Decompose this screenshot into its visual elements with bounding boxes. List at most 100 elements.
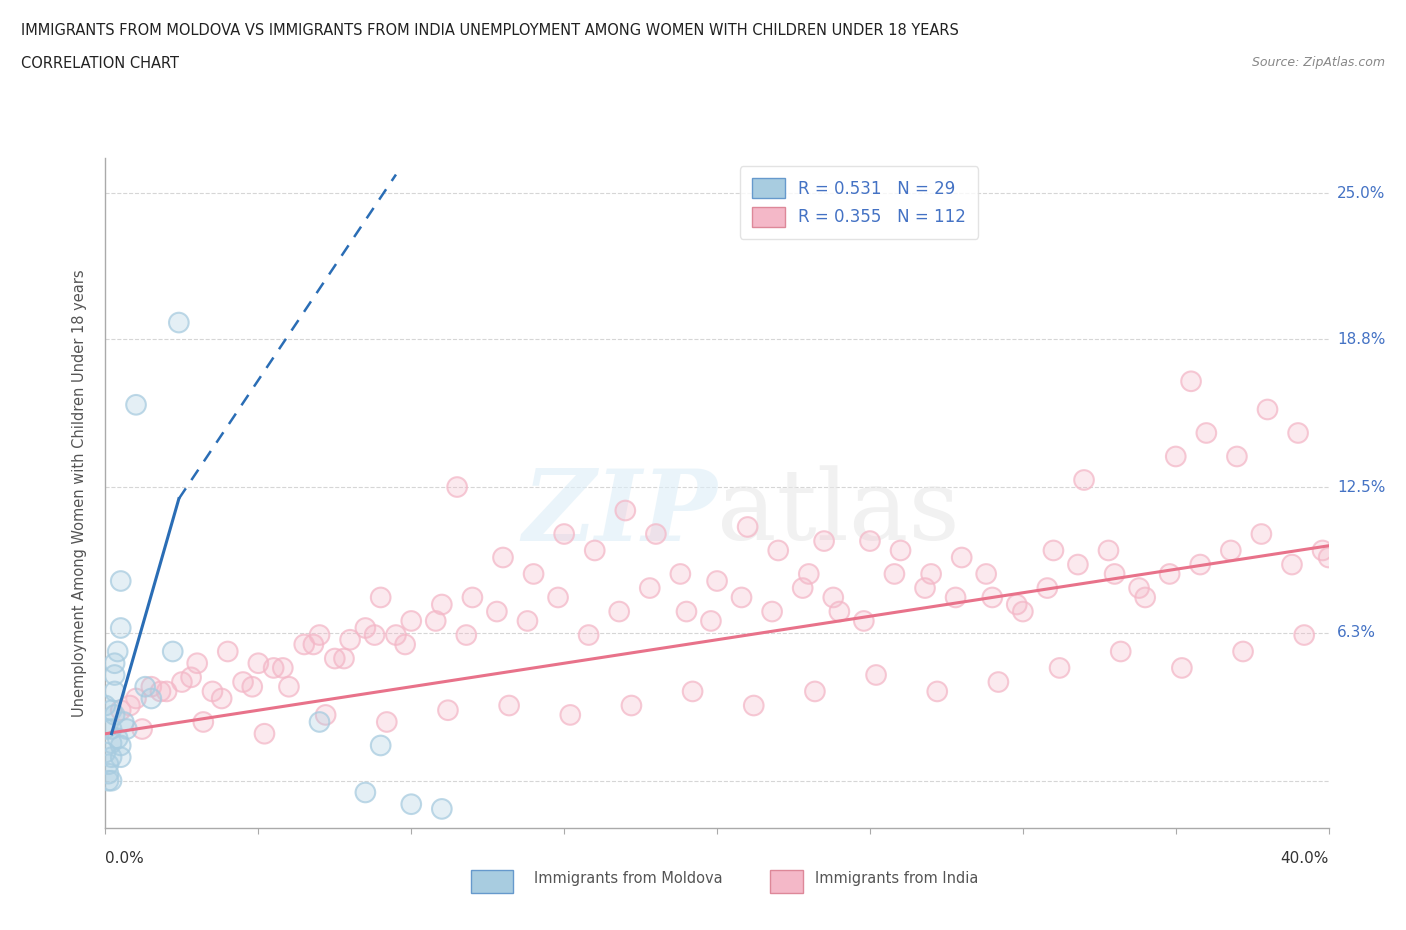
Point — [354, 620, 377, 635]
Point — [94, 745, 117, 760]
Point — [271, 660, 294, 675]
Point — [94, 698, 117, 713]
Point — [1226, 449, 1249, 464]
Point — [638, 580, 661, 595]
Point — [180, 670, 202, 684]
Point — [323, 651, 346, 666]
Point — [1109, 644, 1132, 659]
Point — [730, 590, 752, 604]
Point — [100, 736, 122, 751]
Text: Source: ZipAtlas.com: Source: ZipAtlas.com — [1251, 56, 1385, 69]
Point — [1256, 402, 1278, 417]
Point — [217, 644, 239, 659]
Point — [485, 604, 508, 619]
Point — [100, 750, 122, 764]
Point — [115, 722, 138, 737]
Point — [1042, 543, 1064, 558]
Point — [125, 691, 148, 706]
Point — [370, 738, 392, 753]
Point — [1133, 590, 1156, 604]
Point — [1036, 580, 1059, 595]
Text: IMMIGRANTS FROM MOLDOVA VS IMMIGRANTS FROM INDIA UNEMPLOYMENT AMONG WOMEN WITH C: IMMIGRANTS FROM MOLDOVA VS IMMIGRANTS FR… — [21, 23, 959, 38]
Point — [1195, 426, 1218, 441]
Point — [883, 566, 905, 581]
Point — [1073, 472, 1095, 487]
Point — [1189, 557, 1212, 572]
Point — [1104, 566, 1126, 581]
Point — [914, 580, 936, 595]
Point — [607, 604, 630, 619]
Point — [950, 550, 973, 565]
Point — [100, 722, 122, 737]
Point — [620, 698, 643, 713]
Point — [1164, 449, 1187, 464]
Point — [370, 738, 392, 753]
Point — [170, 674, 193, 689]
Point — [110, 703, 132, 718]
Point — [792, 580, 814, 595]
Point — [1232, 644, 1254, 659]
Point — [1219, 543, 1241, 558]
Point — [675, 604, 697, 619]
Point — [981, 590, 1004, 604]
Point — [363, 628, 385, 643]
Text: ZIP: ZIP — [522, 465, 717, 561]
Point — [768, 543, 790, 558]
Point — [315, 708, 337, 723]
Point — [302, 637, 325, 652]
Point — [97, 773, 120, 788]
Point — [485, 604, 508, 619]
Point — [253, 726, 276, 741]
Text: atlas: atlas — [717, 465, 960, 561]
Text: 6.3%: 6.3% — [1337, 625, 1376, 640]
Point — [675, 604, 697, 619]
Point — [1256, 402, 1278, 417]
Point — [240, 679, 263, 694]
Point — [742, 698, 765, 713]
Point — [94, 722, 117, 737]
Point — [112, 714, 135, 729]
Point — [110, 738, 132, 753]
Point — [1049, 660, 1071, 675]
Point — [523, 566, 546, 581]
Point — [134, 679, 156, 694]
Point — [437, 703, 460, 718]
Point — [308, 628, 330, 643]
Point — [578, 628, 600, 643]
Point — [644, 526, 666, 541]
Text: 25.0%: 25.0% — [1337, 186, 1385, 201]
Point — [104, 668, 127, 683]
Point — [461, 590, 484, 604]
Point — [669, 566, 692, 581]
Text: 0.0%: 0.0% — [105, 851, 145, 866]
Point — [253, 726, 276, 741]
Point — [920, 566, 942, 581]
Point — [1294, 628, 1316, 643]
Point — [385, 628, 408, 643]
Point — [118, 698, 141, 713]
Point — [446, 480, 468, 495]
Point — [240, 679, 263, 694]
Point — [950, 550, 973, 565]
Point — [263, 660, 285, 675]
Point — [110, 574, 132, 589]
Point — [247, 656, 270, 671]
Point — [700, 614, 723, 629]
Point — [104, 668, 127, 683]
Point — [97, 757, 120, 772]
Point — [446, 480, 468, 495]
Point — [1250, 526, 1272, 541]
Point — [110, 750, 132, 764]
Point — [1171, 660, 1194, 675]
Point — [523, 566, 546, 581]
Point — [437, 703, 460, 718]
Point — [1312, 543, 1334, 558]
Point — [1219, 543, 1241, 558]
Point — [134, 679, 156, 694]
Point — [1036, 580, 1059, 595]
Point — [370, 590, 392, 604]
Point — [430, 597, 453, 612]
Point — [945, 590, 967, 604]
Point — [211, 691, 233, 706]
Point — [927, 684, 949, 698]
